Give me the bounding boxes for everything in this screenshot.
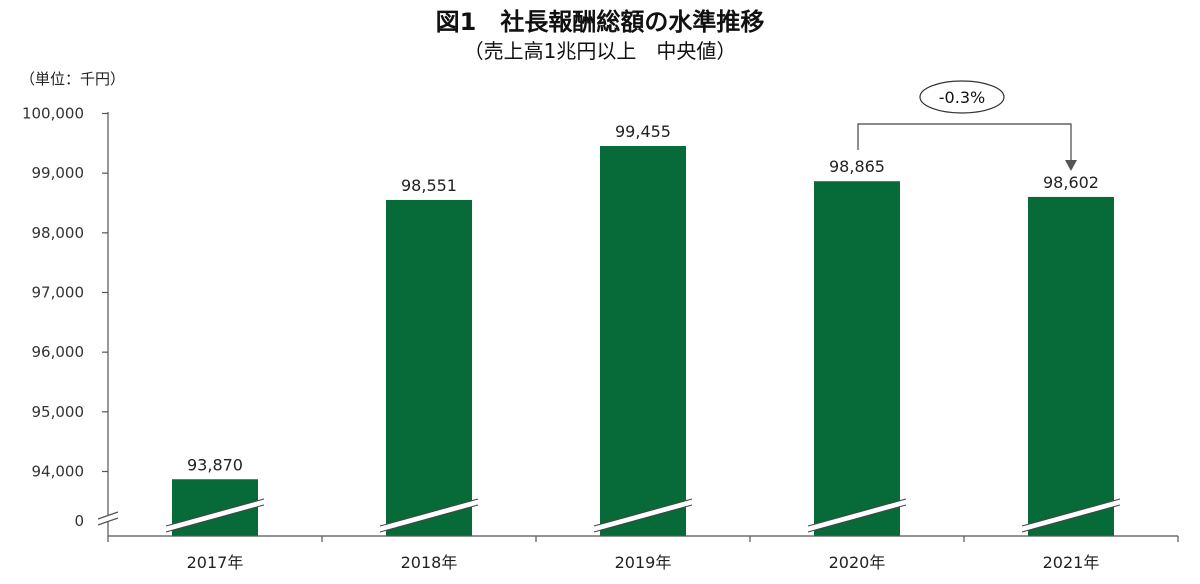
bar	[386, 199, 472, 536]
bar-break-line	[165, 504, 265, 533]
x-tick-label: 2021年	[1043, 553, 1100, 572]
bar-break	[1022, 499, 1120, 532]
unit-label: （単位：千円）	[20, 70, 125, 88]
annotation-label: -0.3%	[939, 88, 985, 107]
bar-break-line	[593, 498, 693, 527]
y-tick-label: 99,000	[32, 164, 85, 182]
annotation-arrowhead	[1065, 160, 1077, 171]
bar-break-line	[379, 498, 479, 527]
y-axis-ticks: 0 94,000 95,000 96,000 97,000 98,000 99,000 100…	[22, 105, 108, 530]
bar-break-line	[165, 498, 265, 527]
x-axis-ticks: 2017年 2018年 2019年 2020年 2021年	[107, 536, 1179, 572]
bar-break	[380, 499, 478, 532]
y-tick-label: 94,000	[32, 463, 85, 481]
chart-subtitle: （売上高1兆円以上 中央値）	[464, 39, 737, 63]
axis-break-line	[97, 517, 119, 526]
data-label: 99,455	[615, 122, 671, 141]
y-tick-label: 98,000	[32, 224, 85, 242]
annotation-bubble	[919, 80, 1005, 114]
data-label: 93,870	[187, 455, 243, 474]
axis-break-gap	[98, 512, 118, 525]
y-tick-label: 100,000	[22, 105, 84, 123]
data-labels: 93,870 98,551 99,455 98,865 98,602	[187, 122, 1099, 474]
annotation-bracket	[857, 123, 1072, 160]
y-tick-label: 0	[74, 512, 84, 530]
chart-title: 図1 社長報酬総額の水準推移	[436, 8, 765, 36]
bar-break-line	[379, 504, 479, 533]
data-label: 98,602	[1043, 173, 1099, 192]
x-tick-label: 2017年	[187, 553, 244, 572]
bar	[814, 181, 900, 536]
bar-break	[166, 499, 264, 532]
bar-break	[594, 499, 692, 532]
y-tick-label: 97,000	[32, 284, 85, 302]
bar	[1028, 196, 1114, 536]
x-tick-label: 2019年	[615, 553, 672, 572]
bar-break-line	[1021, 498, 1121, 527]
bars	[165, 146, 1121, 537]
bar	[600, 146, 686, 537]
bar-break	[808, 499, 906, 532]
y-tick-label: 96,000	[32, 343, 85, 361]
x-tick-label: 2018年	[401, 553, 458, 572]
bar-break-line	[807, 498, 907, 527]
axis-break-line	[97, 511, 119, 520]
x-tick-label: 2020年	[829, 553, 886, 572]
data-label: 98,551	[401, 176, 457, 195]
y-axis-break-mark	[97, 511, 119, 526]
bar-break-line	[807, 504, 907, 533]
y-tick-label: 95,000	[32, 403, 85, 421]
data-label: 98,865	[829, 157, 885, 176]
change-annotation: -0.3%	[857, 80, 1077, 171]
bar-break-line	[1021, 504, 1121, 533]
bar-break-line	[593, 504, 693, 533]
